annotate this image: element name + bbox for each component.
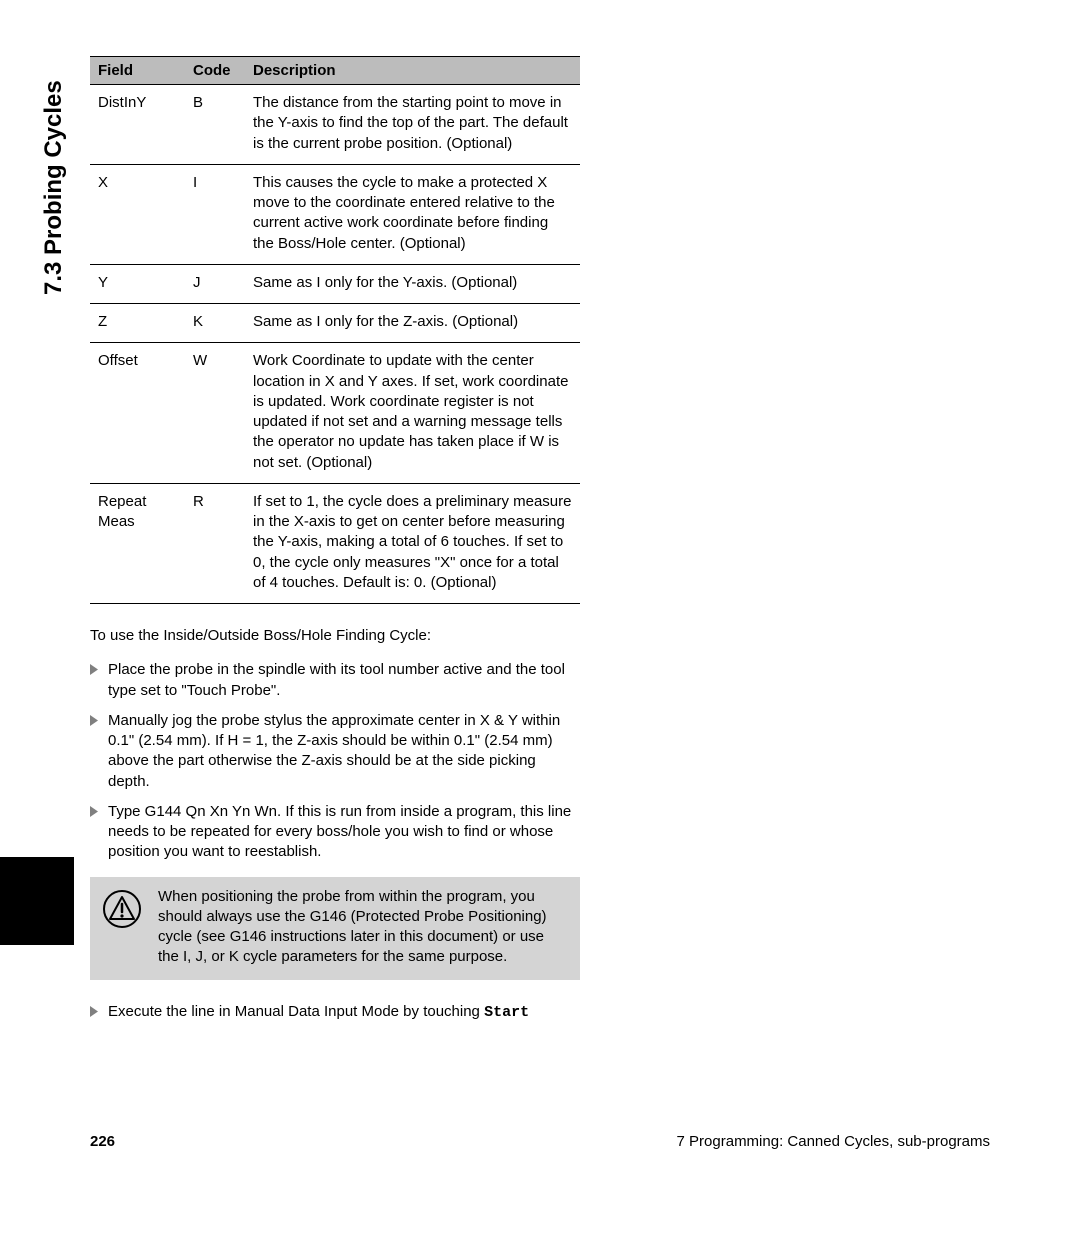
triangle-bullet-icon	[90, 664, 100, 675]
cell-code: J	[185, 264, 245, 303]
cell-code: W	[185, 343, 245, 484]
cell-description: If set to 1, the cycle does a preliminar…	[245, 483, 580, 603]
table-header-row: Field Code Description	[90, 57, 580, 85]
cell-code: B	[185, 85, 245, 165]
caution-text: When positioning the probe from within t…	[158, 887, 568, 968]
parameter-table: Field Code Description DistInY B The dis…	[90, 56, 580, 604]
final-step-command: Start	[484, 1004, 529, 1021]
list-item-text: Type G144 Qn Xn Yn Wn. If this is run fr…	[108, 803, 571, 861]
list-item: Type G144 Qn Xn Yn Wn. If this is run fr…	[90, 802, 580, 863]
main-content: Field Code Description DistInY B The dis…	[90, 56, 580, 1023]
caution-icon	[102, 887, 158, 968]
list-item-text: Place the probe in the spindle with its …	[108, 661, 565, 698]
list-item: Manually jog the probe stylus the approx…	[90, 711, 580, 792]
page-number: 226	[90, 1133, 115, 1150]
cell-code: K	[185, 304, 245, 343]
cell-field: Z	[90, 304, 185, 343]
cell-field: X	[90, 164, 185, 264]
cell-description: The distance from the starting point to …	[245, 85, 580, 165]
page-edge-tab	[0, 857, 74, 945]
step-list: Place the probe in the spindle with its …	[90, 660, 580, 862]
cell-field: Y	[90, 264, 185, 303]
section-heading-vertical: 7.3 Probing Cycles	[40, 55, 64, 295]
cell-description: This causes the cycle to make a protecte…	[245, 164, 580, 264]
cell-description: Work Coordinate to update with the cente…	[245, 343, 580, 484]
col-header-description: Description	[245, 57, 580, 85]
final-step-text: Execute the line in Manual Data Input Mo…	[108, 1003, 484, 1020]
list-item-text: Manually jog the probe stylus the approx…	[108, 712, 560, 790]
cell-description: Same as I only for the Y-axis. (Optional…	[245, 264, 580, 303]
cell-code: R	[185, 483, 245, 603]
cell-description: Same as I only for the Z-axis. (Optional…	[245, 304, 580, 343]
page-footer: 226 7 Programming: Canned Cycles, sub-pr…	[90, 1133, 990, 1150]
table-row: DistInY B The distance from the starting…	[90, 85, 580, 165]
caution-note: When positioning the probe from within t…	[90, 877, 580, 980]
intro-text: To use the Inside/Outside Boss/Hole Find…	[90, 626, 580, 646]
cell-code: I	[185, 164, 245, 264]
table-row: X I This causes the cycle to make a prot…	[90, 164, 580, 264]
triangle-bullet-icon	[90, 715, 100, 726]
col-header-field: Field	[90, 57, 185, 85]
chapter-title: 7 Programming: Canned Cycles, sub-progra…	[677, 1133, 990, 1150]
table-row: Z K Same as I only for the Z-axis. (Opti…	[90, 304, 580, 343]
col-header-code: Code	[185, 57, 245, 85]
table-row: Y J Same as I only for the Y-axis. (Opti…	[90, 264, 580, 303]
table-row: Repeat Meas R If set to 1, the cycle doe…	[90, 483, 580, 603]
triangle-bullet-icon	[90, 1006, 100, 1017]
table-row: Offset W Work Coordinate to update with …	[90, 343, 580, 484]
cell-field: Repeat Meas	[90, 483, 185, 603]
final-step: Execute the line in Manual Data Input Mo…	[90, 1002, 580, 1023]
cell-field: DistInY	[90, 85, 185, 165]
cell-field: Offset	[90, 343, 185, 484]
triangle-bullet-icon	[90, 806, 100, 817]
list-item: Place the probe in the spindle with its …	[90, 660, 580, 701]
